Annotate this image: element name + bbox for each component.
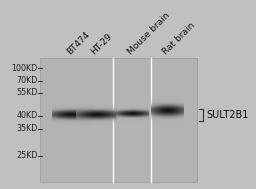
Text: 70KD: 70KD: [16, 76, 37, 85]
Text: Mouse brain: Mouse brain: [126, 11, 172, 57]
Text: 35KD: 35KD: [16, 124, 37, 133]
Text: 55KD: 55KD: [16, 88, 37, 97]
Text: Rat brain: Rat brain: [161, 21, 197, 57]
Text: 40KD: 40KD: [16, 111, 37, 120]
Text: BT474: BT474: [66, 30, 92, 57]
Text: 100KD: 100KD: [11, 64, 37, 73]
Text: 25KD: 25KD: [16, 151, 37, 160]
Bar: [40, 58, 197, 182]
Text: SULT2B1: SULT2B1: [206, 110, 249, 120]
Text: HT-29: HT-29: [90, 32, 114, 57]
